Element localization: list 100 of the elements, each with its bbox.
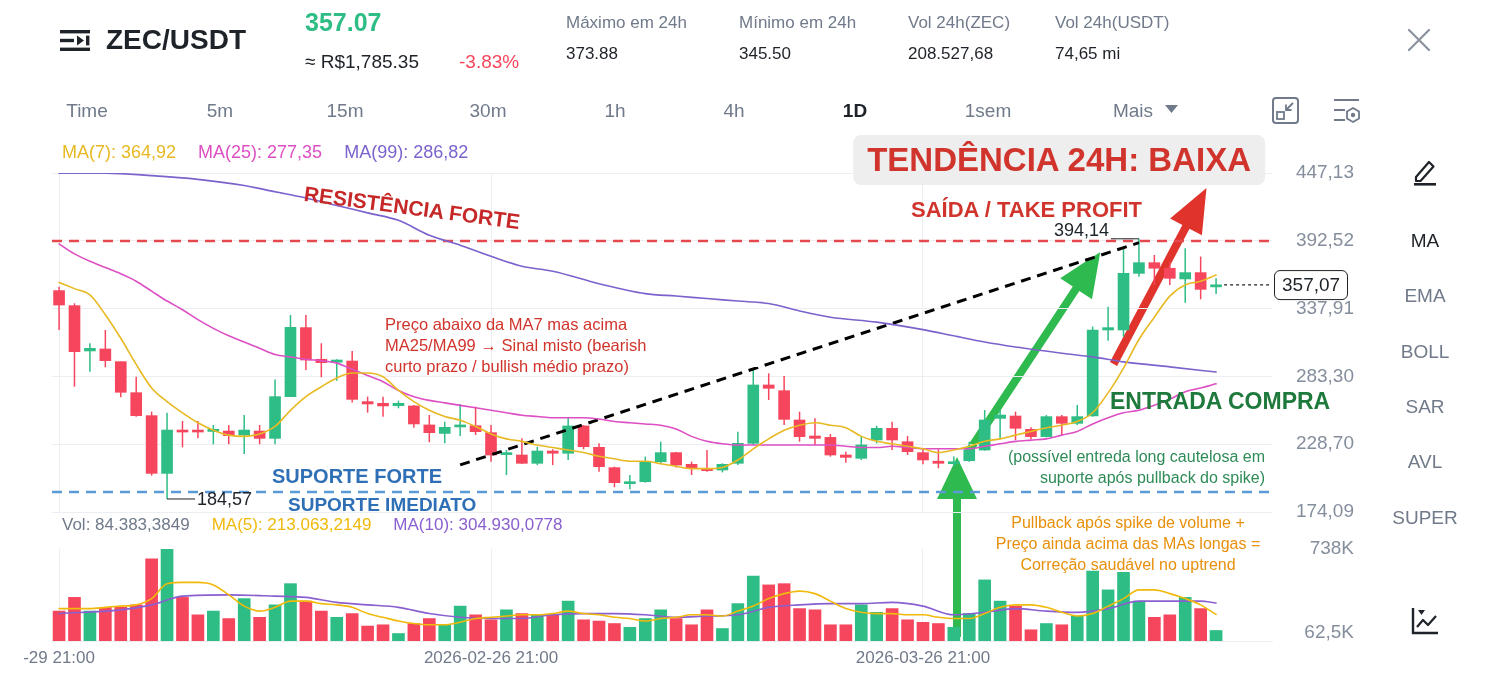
text: SUPER [1392, 507, 1458, 529]
bar [438, 624, 452, 641]
text: MA(25): 277,35 [198, 141, 323, 163]
bar [885, 608, 899, 641]
y-tick-label: 447,13 [1295, 161, 1354, 183]
bar [793, 608, 806, 641]
bar [191, 614, 205, 641]
text: Vol 24h(USDT) [1055, 13, 1170, 33]
annotation: 184,57 [197, 488, 253, 510]
bar [237, 598, 251, 641]
text: 1D [842, 100, 868, 122]
candlestick [1055, 415, 1068, 436]
text: Time [66, 100, 108, 122]
bar [916, 621, 930, 641]
text: SAR [1405, 396, 1445, 418]
text: BOLL [1400, 341, 1450, 363]
bar [1117, 572, 1130, 641]
text: 1sem [964, 100, 1012, 122]
bar [330, 616, 344, 641]
bar [577, 619, 590, 641]
text: MA(7): 364,92 [62, 141, 177, 163]
bar [469, 614, 482, 641]
bar [608, 623, 621, 641]
y-tick-label: 62,5K [1304, 621, 1355, 643]
bar [947, 626, 961, 641]
candlestick [1210, 278, 1222, 294]
bar [207, 610, 220, 641]
annotation: Preço abaixo da MA7 mas acima MA25/MA99 → Sinal misto (bearish curto prazo / bullish médio prazo) [385, 314, 647, 377]
x-tick-label: 2026-03-26 21:00 [855, 647, 991, 667]
bar [1209, 630, 1223, 641]
y-tick-label: 283,30 [1295, 364, 1354, 386]
bar [592, 620, 606, 641]
bar [1086, 570, 1099, 641]
bar [932, 623, 945, 641]
bar [299, 600, 313, 641]
text: 357.07 [305, 7, 382, 37]
bar [1040, 623, 1053, 641]
text: ≈ R$1,785.35 [305, 51, 419, 73]
text: 1h [604, 100, 626, 122]
text: MA(10): 304.930,0778 [393, 515, 563, 535]
text: Vol: 84.383,3849 [62, 515, 190, 535]
x-tick-label: -29 21:00 [23, 647, 95, 667]
bar [68, 597, 81, 641]
annotation: SUPORTE FORTE [272, 464, 443, 488]
y-tick-label: 174,09 [1295, 500, 1354, 522]
bar [345, 613, 359, 641]
ref-line-label: SUPORTE IMEDIATO [288, 494, 477, 516]
y-tick-label: 337,91 [1295, 296, 1354, 318]
annotation: TENDÊNCIA 24H: BAIXA [853, 135, 1265, 185]
bar [145, 558, 158, 641]
bar [870, 612, 884, 641]
bar [361, 625, 374, 641]
bar [669, 618, 683, 641]
text: MA [1410, 230, 1440, 252]
bar [422, 618, 436, 641]
ref-line-label: 357,07 [1282, 273, 1341, 295]
bar [1178, 597, 1192, 641]
line-series [58, 173, 1217, 373]
bar [52, 610, 66, 641]
bar [160, 549, 174, 641]
bar [685, 624, 698, 641]
x-tick-label: 2026-02-26 21:00 [423, 647, 559, 667]
annotation: Pullback após spike de volume + Preço ainda acima das MAs longas = Correção saudável no uptrend [995, 513, 1261, 575]
bar [777, 583, 791, 641]
line-series [58, 594, 1217, 620]
text: 5m [206, 100, 234, 122]
bar [376, 624, 390, 641]
bar [1024, 629, 1038, 641]
bar [762, 584, 776, 641]
text: 30m [469, 100, 507, 122]
text: 74,65 mi [1055, 44, 1121, 64]
bar [114, 607, 128, 641]
bar [746, 575, 760, 641]
candlestick [1133, 238, 1145, 277]
bar [654, 609, 668, 641]
candlestick [624, 474, 636, 490]
bar [1132, 600, 1146, 641]
text: Mais [1112, 100, 1154, 122]
bar [638, 618, 652, 641]
bar [222, 618, 236, 641]
bar [1070, 615, 1084, 641]
bar [1148, 616, 1161, 641]
bar [1163, 614, 1177, 641]
bar [1194, 608, 1207, 641]
bar [839, 624, 853, 641]
text: Vol 24h(ZEC) [908, 13, 1011, 33]
bar [1009, 605, 1022, 641]
ref-line-label: RESISTÊNCIA FORTE [302, 181, 522, 235]
text: AVL [1407, 451, 1443, 473]
text: Máximo em 24h [566, 13, 687, 33]
bar [546, 614, 560, 641]
candlestick [947, 456, 960, 467]
bar [99, 607, 112, 641]
text: 345.50 [739, 44, 791, 64]
bar [901, 619, 914, 641]
y-tick-label: 392,52 [1295, 229, 1354, 251]
text: Mínimo em 24h [739, 13, 857, 33]
bar [808, 609, 822, 641]
bar [962, 613, 976, 641]
bar [1055, 624, 1069, 641]
